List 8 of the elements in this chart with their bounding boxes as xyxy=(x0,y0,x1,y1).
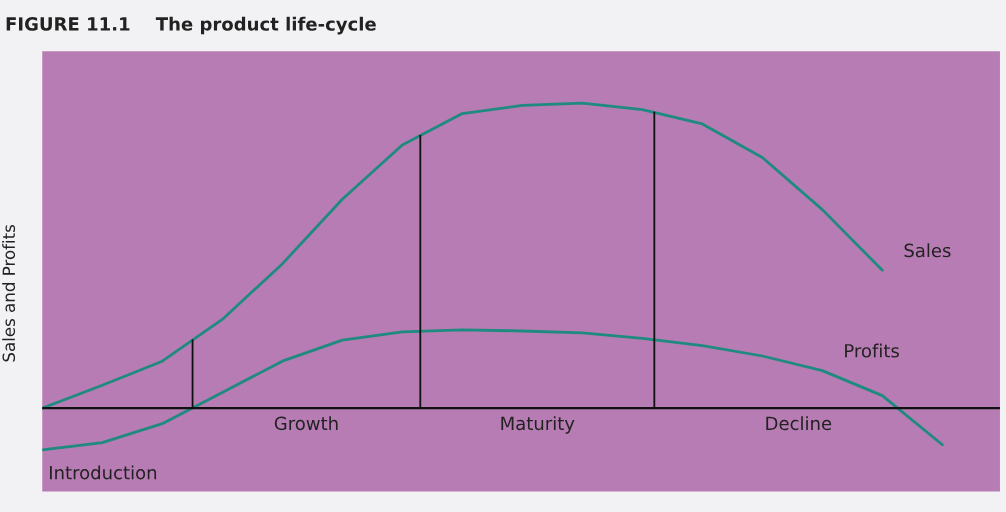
y-axis-title: Sales and Profits xyxy=(2,224,16,362)
annotation: Maturity xyxy=(501,416,575,434)
annotation: Growth xyxy=(274,416,338,431)
series-label: Profits xyxy=(845,343,899,358)
text: Introduction xyxy=(50,465,157,480)
series-label: Sales xyxy=(904,243,951,258)
annotation: Decline xyxy=(766,416,832,431)
chart-title: FIGURE 11.1 The product life-cycle xyxy=(6,16,376,35)
